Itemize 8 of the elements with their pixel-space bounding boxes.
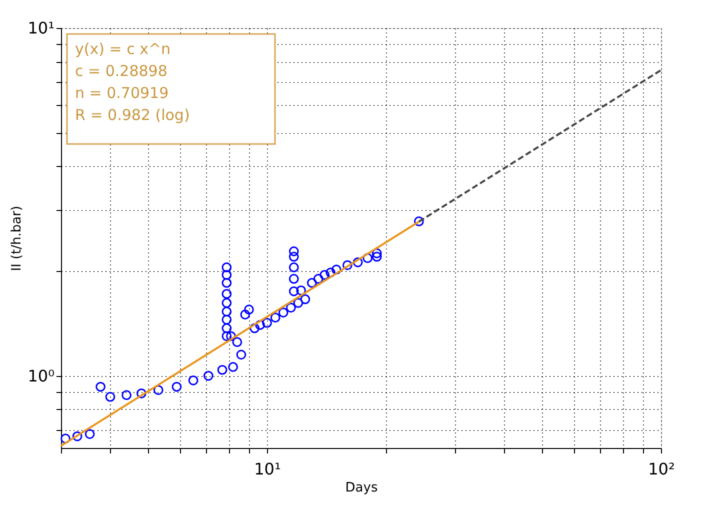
y-axis-title: II (t/h.bar): [10, 206, 25, 272]
annotation: y(x) = c x^n: [75, 40, 171, 58]
x-axis-title: Days: [345, 480, 378, 496]
annotation: c = 0.28898: [75, 62, 168, 80]
x-tick-label: 10²: [648, 460, 675, 478]
annotation: R = 0.982 (log): [75, 106, 190, 124]
y-tick-label: 10⁰: [28, 366, 54, 386]
annotation: n = 0.70919: [75, 84, 169, 102]
